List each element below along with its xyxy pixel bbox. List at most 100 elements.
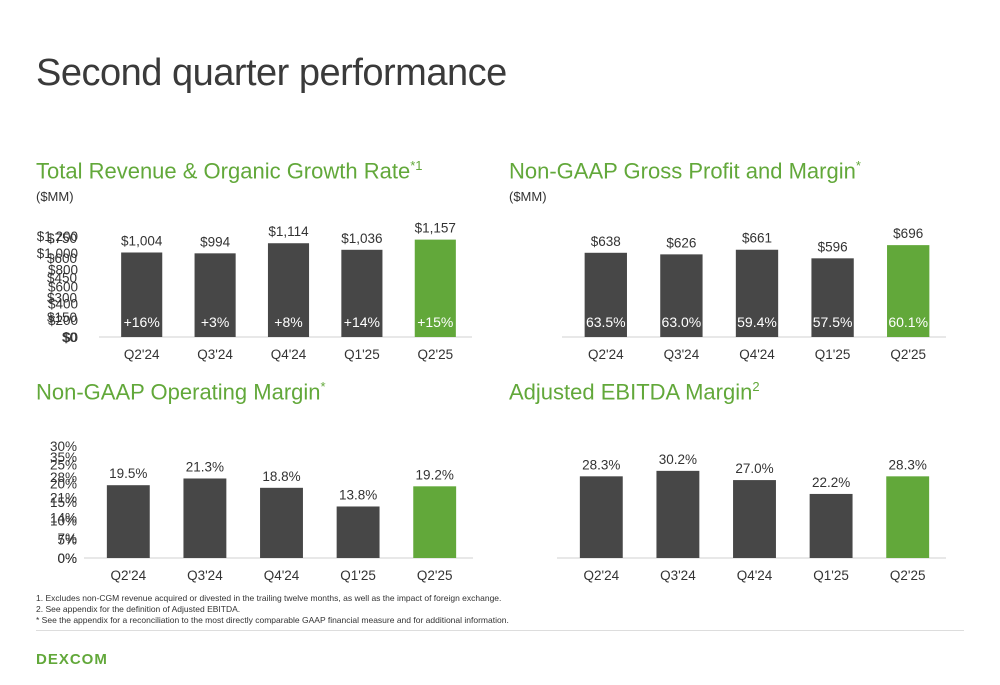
inner-label: 60.1% [888, 314, 928, 330]
footer-divider [36, 630, 964, 631]
y-tick-label: $150 [47, 310, 77, 325]
y-tick-label: $600 [47, 251, 77, 266]
y-tick-label: 7% [57, 531, 77, 546]
footnote: 2. See appendix for the definition of Ad… [36, 604, 241, 614]
chart-title-gross-profit: Non-GAAP Gross Profit and Margin* [509, 158, 861, 184]
x-tick-label: Q4'24 [739, 347, 775, 362]
footnote: 1. Excludes non-CGM revenue acquired or … [36, 593, 502, 603]
x-tick-label: Q2'24 [583, 568, 619, 583]
x-tick-label: Q2'24 [110, 568, 146, 583]
y-tick-label: 10% [50, 514, 77, 529]
bar [811, 258, 854, 337]
data-label: 27.0% [735, 461, 773, 476]
bar [809, 493, 853, 558]
data-label: $1,004 [121, 233, 163, 248]
bar [886, 476, 930, 558]
unit-label: ($MM) [509, 189, 547, 204]
y-tick-label: $0 [62, 330, 77, 345]
chart-title-footnote-mark: * [320, 379, 326, 394]
x-tick-label: Q2'24 [124, 347, 160, 362]
data-label: 22.2% [812, 475, 850, 490]
bar [735, 249, 779, 337]
chart-title-footnote-mark: *1 [410, 158, 423, 173]
bar [341, 249, 383, 337]
y-tick-label: 14% [50, 511, 77, 526]
x-tick-label: Q3'24 [197, 347, 233, 362]
bar [579, 476, 623, 558]
data-label: 30.2% [659, 452, 697, 467]
inner-label: 59.4% [737, 314, 777, 330]
y-tick-label: $300 [47, 290, 77, 305]
y-tick-label: 28% [50, 470, 77, 485]
inner-label: +15% [417, 314, 453, 330]
bar [887, 245, 930, 337]
x-tick-label: Q4'24 [737, 568, 773, 583]
chart-title-footnote-mark: * [855, 158, 861, 173]
x-tick-label: Q1'25 [813, 568, 849, 583]
x-tick-label: Q4'24 [271, 347, 307, 362]
bar [414, 239, 456, 337]
x-tick-label: Q3'24 [187, 568, 223, 583]
data-label: 28.3% [889, 457, 927, 472]
bar [106, 485, 150, 558]
chart-title-text: Adjusted EBITDA Margin [509, 379, 753, 405]
company-logo: DEXCOM [36, 651, 108, 668]
chart-title-ebitda-margin: Adjusted EBITDA Margin2 [509, 379, 760, 405]
chart-title-footnote-mark: 2 [752, 379, 760, 394]
y-tick-label: 5% [57, 532, 77, 547]
y-tick-label: $0 [63, 330, 78, 345]
bar [260, 487, 303, 558]
bar [584, 252, 627, 337]
bar [336, 506, 380, 558]
inner-label: 63.5% [586, 314, 626, 330]
chart-title-text: Non-GAAP Operating Margin [36, 379, 321, 405]
y-tick-label: 20% [50, 476, 77, 491]
data-label: $1,036 [341, 231, 382, 246]
inner-label: +14% [344, 314, 380, 330]
x-tick-label: Q2'25 [890, 568, 926, 583]
inner-label: +8% [274, 314, 302, 330]
x-tick-label: Q1'25 [344, 347, 380, 362]
y-tick-label: $1,000 [37, 246, 78, 261]
bar [660, 254, 703, 337]
x-tick-label: Q1'25 [815, 347, 851, 362]
x-tick-label: Q2'25 [890, 347, 926, 362]
y-tick-label: 35% [50, 450, 77, 465]
data-label: $638 [591, 234, 621, 249]
y-tick-label: 0% [57, 551, 77, 566]
inner-label: +3% [201, 314, 229, 330]
y-tick-label: 25% [50, 458, 77, 473]
chart-title-revenue: Total Revenue & Organic Growth Rate*1 [36, 158, 422, 184]
y-tick-label: 30% [50, 439, 77, 454]
y-tick-label: $800 [48, 263, 78, 278]
y-tick-label: 21% [50, 490, 77, 505]
data-label: $1,157 [415, 221, 456, 236]
data-label: 19.2% [416, 467, 454, 482]
x-tick-label: Q2'25 [417, 568, 453, 583]
chart-title-operating-margin: Non-GAAP Operating Margin* [36, 379, 326, 405]
data-label: 21.3% [186, 459, 224, 474]
data-label: $596 [818, 239, 848, 254]
data-label: 28.3% [582, 457, 620, 472]
y-tick-label: $200 [48, 313, 78, 328]
inner-label: 57.5% [813, 314, 853, 330]
footnote: * See the appendix for a reconciliation … [36, 615, 509, 625]
x-tick-label: Q3'24 [664, 347, 700, 362]
x-tick-label: Q1'25 [340, 568, 376, 583]
footnotes: 1. Excludes non-CGM revenue acquired or … [36, 593, 509, 626]
data-label: $696 [893, 226, 923, 241]
y-tick-label: $450 [47, 271, 77, 286]
x-tick-label: Q4'24 [264, 568, 300, 583]
data-label: 13.8% [339, 487, 377, 502]
data-label: $626 [666, 235, 696, 250]
unit-label: ($MM) [36, 189, 74, 204]
y-tick-label: $400 [48, 296, 78, 311]
chart-title-text: Non-GAAP Gross Profit and Margin [509, 158, 856, 184]
data-label: 19.5% [109, 466, 147, 481]
bar [194, 253, 236, 337]
data-label: $661 [742, 231, 772, 246]
bar [413, 486, 457, 558]
